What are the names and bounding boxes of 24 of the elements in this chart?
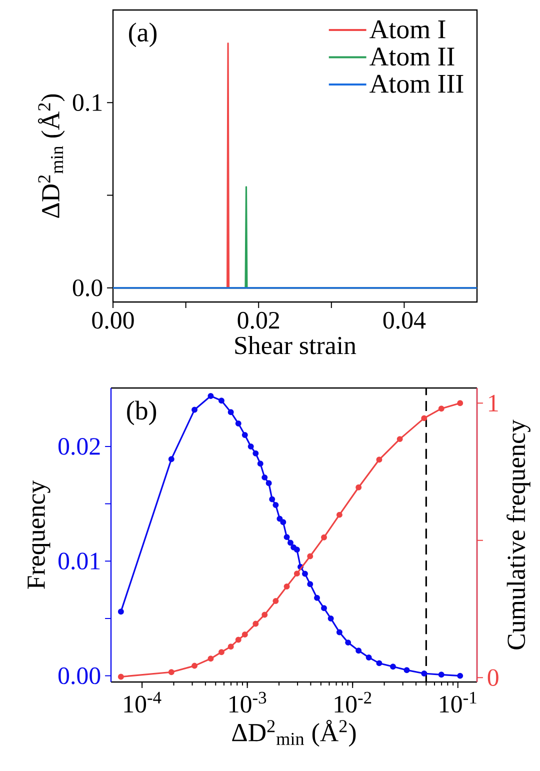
legend-label: Atom III [370, 74, 464, 93]
y-tick-label: 0.00 [58, 667, 100, 684]
legend-label: Atom I [370, 20, 446, 38]
y2-tick-label: 0 [488, 669, 498, 686]
y2-axis-title: Cumulative frequency [506, 420, 530, 650]
y2-tick-label: 1 [489, 394, 498, 412]
y-axis-title: ΔD$^{2}$$_{min}$ (Å$^{2}$) [38, 94, 65, 218]
legend-label: Atom II [370, 48, 454, 66]
y-tick-label: 0.01 [58, 552, 100, 570]
y-axis-title: Frequency [28, 480, 50, 589]
x-tick-label: 10$^{-4}$ [124, 692, 162, 713]
annotation: (a) [129, 22, 157, 48]
x-axis-title: Shear strain [235, 336, 356, 354]
x-tick-label: 0.04 [383, 312, 426, 329]
x-tick-label: 0.02 [238, 312, 280, 329]
annotation: (b) [127, 400, 156, 426]
y-tick-label: 0.0 [72, 279, 102, 296]
x-tick-label: 10$^{-2}$ [334, 692, 372, 713]
x-axis-title: ΔD$^{2}$$_{min}$ (Å$^{2}$) [232, 720, 356, 747]
x-tick-label: 0.00 [92, 312, 134, 329]
y-tick-label: 0.02 [58, 438, 100, 455]
x-tick-label: 10$^{-1}$ [440, 692, 476, 713]
x-tick-label: 10$^{-3}$ [230, 692, 266, 713]
y-tick-label: 0.1 [72, 94, 102, 112]
